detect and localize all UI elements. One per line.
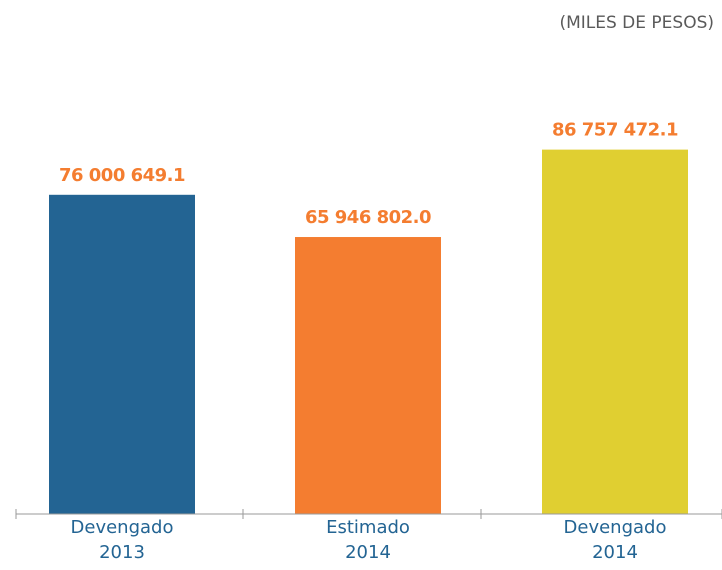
category-label-1-line2: 2014 xyxy=(345,542,391,563)
category-label-1-line1: Estimado xyxy=(326,517,410,538)
category-label-2-line1: Devengado xyxy=(564,517,667,538)
value-label-1: 65 946 802.0 xyxy=(305,207,431,228)
category-label-2-line2: 2014 xyxy=(592,542,638,563)
category-label-0-line2: 2013 xyxy=(99,542,145,563)
bar-2 xyxy=(542,149,688,514)
category-label-0-line1: Devengado xyxy=(71,517,174,538)
bars-group xyxy=(49,149,688,514)
labels-group: 76 000 649.1 Devengado 2013 65 946 802.0 Est… xyxy=(59,120,679,563)
value-label-2: 86 757 472.1 xyxy=(552,120,678,141)
bar-1 xyxy=(295,237,441,514)
value-label-0: 76 000 649.1 xyxy=(59,165,185,186)
bar-0 xyxy=(49,194,195,514)
unit-label: (MILES DE PESOS) xyxy=(559,13,714,33)
x-axis-ticks xyxy=(15,509,722,519)
